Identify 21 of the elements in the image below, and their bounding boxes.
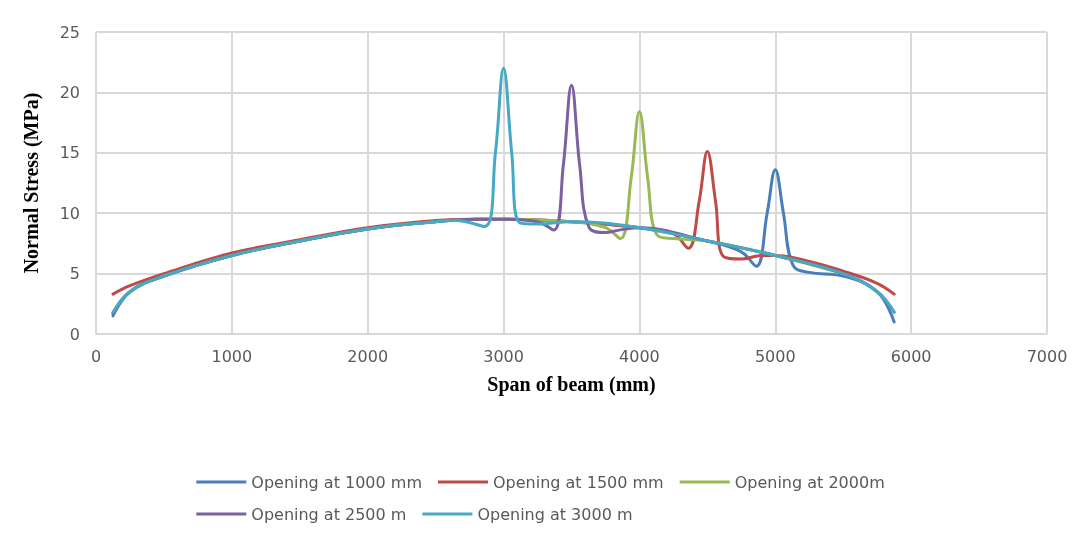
y-tick-label: 15 <box>59 143 80 163</box>
legend-label: Opening at 3000 m <box>477 504 633 524</box>
y-tick-label: 25 <box>59 22 80 42</box>
x-tick-label: 5000 <box>754 346 796 366</box>
y-tick-label: 10 <box>59 203 80 223</box>
x-axis-title: Span of beam (mm) <box>487 373 656 396</box>
x-tick-label: 3000 <box>483 346 524 366</box>
x-tick-label: 1000 <box>211 346 253 366</box>
x-tick-label: 7000 <box>1026 346 1068 366</box>
x-tick-label: 6000 <box>890 346 932 366</box>
x-tick-label: 2000 <box>347 346 389 366</box>
y-tick-label: 5 <box>69 264 80 284</box>
y-tick-label: 0 <box>69 324 80 344</box>
legend-label: Opening at 1000 mm <box>251 472 422 492</box>
legend-label: Opening at 2500 m <box>251 504 407 524</box>
y-axis-title: Normal Stress (MPa) <box>20 92 43 274</box>
x-tick-label: 4000 <box>619 346 660 366</box>
x-tick-label: 0 <box>90 346 102 366</box>
y-tick-label: 20 <box>59 82 80 102</box>
legend-label: Opening at 1500 mm <box>492 472 664 492</box>
legend-label: Opening at 2000m <box>734 472 885 492</box>
